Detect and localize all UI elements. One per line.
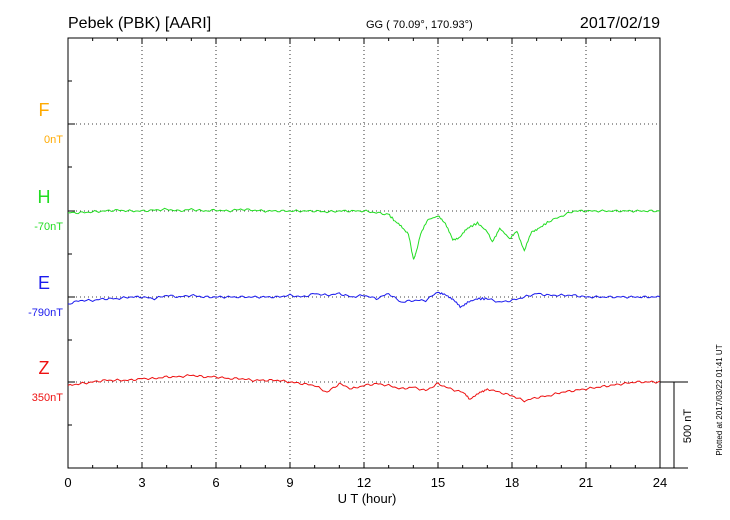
series-baseline-e: -790nT — [28, 307, 63, 319]
series-letter-h: H — [38, 187, 51, 207]
series-baseline-z: 350nT — [32, 392, 63, 404]
coordinates-label: GG ( 70.09°, 170.93°) — [366, 19, 473, 31]
grid — [68, 38, 660, 468]
series-letter-z: Z — [39, 358, 50, 378]
x-axis: 0 3 6 9 12 15 18 21 24 — [64, 38, 667, 490]
series-letter-f: F — [39, 100, 50, 120]
series-baseline-h: -70nT — [34, 221, 63, 233]
x-tick-label: 18 — [505, 475, 519, 490]
x-tick-label: 9 — [286, 475, 293, 490]
x-tick-label: 12 — [357, 475, 371, 490]
series-group: F 0nT H -70nT E -790nT Z 350nT — [28, 100, 661, 404]
x-tick-label: 15 — [431, 475, 445, 490]
station-title: Pebek (PBK) [AARI] — [68, 15, 211, 32]
series-letter-e: E — [38, 273, 50, 293]
x-tick-label: 0 — [64, 475, 71, 490]
scale-bar: 500 nT — [660, 381, 694, 469]
x-tick-label: 24 — [653, 475, 667, 490]
scale-bar-label: 500 nT — [682, 409, 694, 444]
plotted-at-note: Plotted at 2017/03/22 01:41 UT — [715, 344, 724, 455]
series-line-e — [67, 291, 661, 309]
series-line-z — [67, 374, 661, 403]
x-axis-label: U T (hour) — [338, 491, 397, 506]
x-tick-label: 3 — [138, 475, 145, 490]
series-baseline-f: 0nT — [44, 134, 63, 146]
date-label: 2017/02/19 — [580, 15, 660, 32]
series-line-h — [67, 207, 661, 260]
x-tick-label: 6 — [212, 475, 219, 490]
x-tick-label: 21 — [579, 475, 593, 490]
